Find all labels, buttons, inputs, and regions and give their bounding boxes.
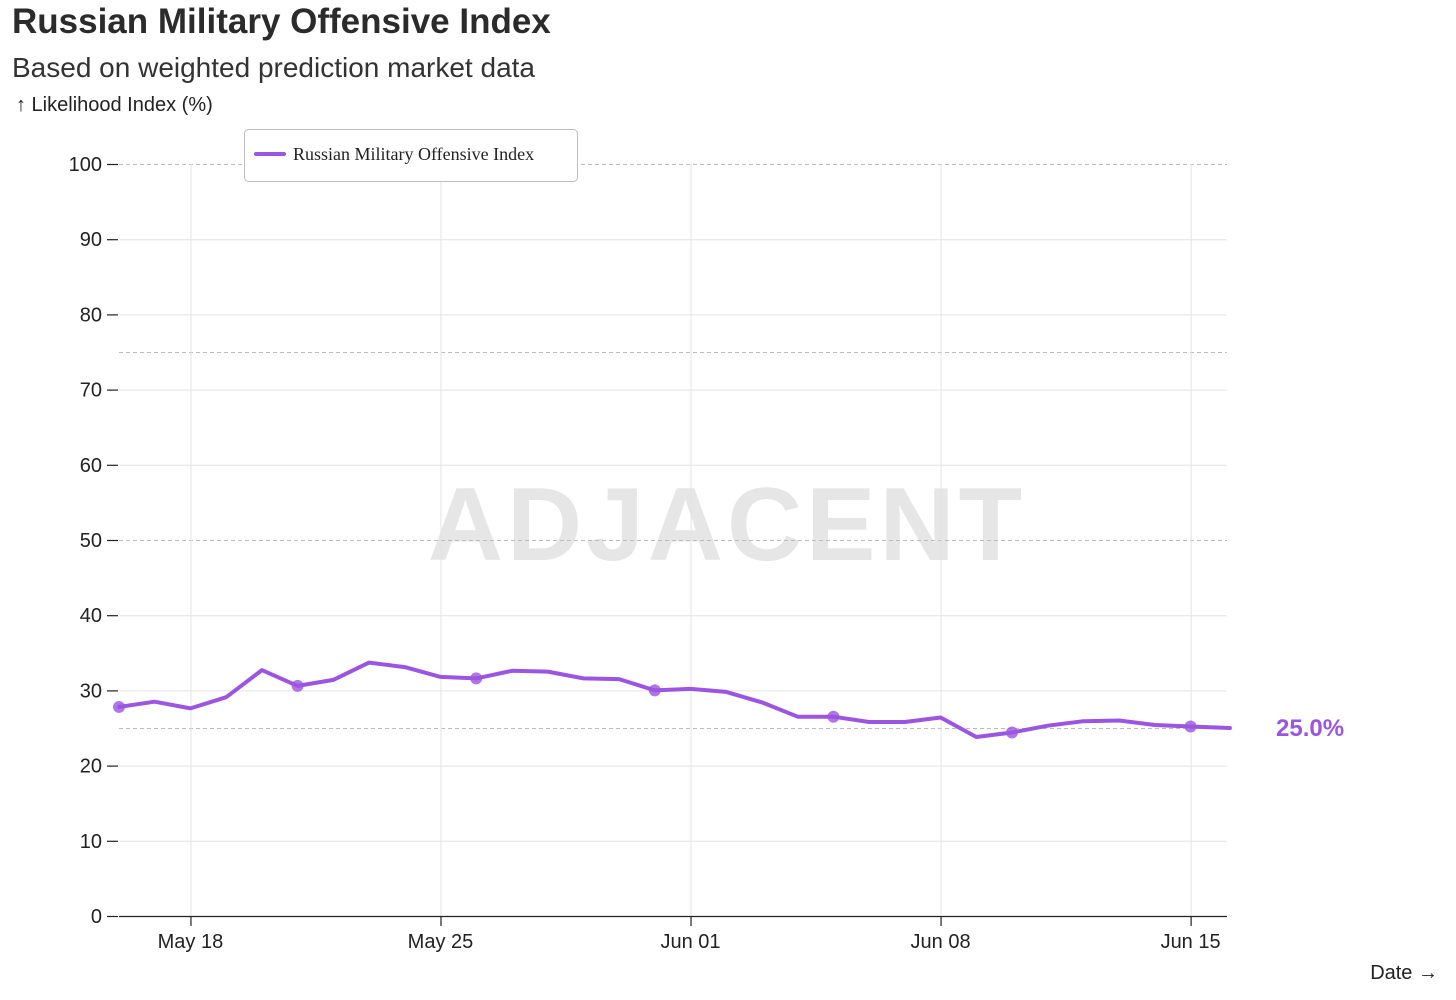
chart-title: Russian Military Offensive Index: [12, 2, 551, 41]
data-point[interactable]: [1184, 720, 1197, 733]
y-tick-label: 90: [80, 229, 102, 251]
data-point[interactable]: [1006, 726, 1018, 739]
data-point[interactable]: [470, 672, 483, 685]
x-tick-label: May 25: [408, 931, 474, 953]
data-point[interactable]: [827, 710, 840, 723]
series-line[interactable]: [117, 660, 1232, 739]
y-tick-label: 20: [80, 756, 102, 778]
watermark: ADJACENT: [428, 467, 1026, 583]
data-point[interactable]: [291, 679, 304, 692]
y-tick-label: 40: [80, 605, 102, 627]
x-tick-label: Jun 08: [911, 931, 971, 953]
gridlines: [119, 164, 1227, 917]
x-axis-label: Date →: [1370, 962, 1438, 984]
y-tick-label: 0: [91, 906, 102, 928]
y-tick-label: 50: [80, 530, 102, 552]
y-tick-label: 30: [80, 680, 102, 702]
y-tick-label: 80: [80, 304, 102, 326]
data-point[interactable]: [648, 684, 661, 697]
chart-subtitle: Based on weighted prediction market data: [12, 52, 535, 83]
axes: 0 10 20 30 40 50 60 70 80 90 100 May 18 May 25 Jun 01…: [69, 154, 1227, 953]
y-tick-label: 100: [69, 154, 102, 176]
end-value-label: 25.0%: [1276, 715, 1344, 742]
legend[interactable]: Russian Military Offensive Index: [244, 129, 578, 182]
y-tick-label: 10: [80, 831, 102, 853]
x-tick-label: May 18: [158, 931, 224, 953]
series-group: [113, 660, 1232, 739]
x-tick-label: Jun 15: [1161, 931, 1221, 953]
x-tick-label: Jun 01: [660, 931, 720, 953]
y-axis-label: ↑ Likelihood Index (%): [16, 94, 213, 116]
legend-label: Russian Military Offensive Index: [293, 144, 534, 164]
legend-box: [244, 129, 578, 182]
y-tick-label: 60: [80, 455, 102, 477]
y-tick-label: 70: [80, 380, 102, 402]
data-point[interactable]: [113, 700, 125, 713]
